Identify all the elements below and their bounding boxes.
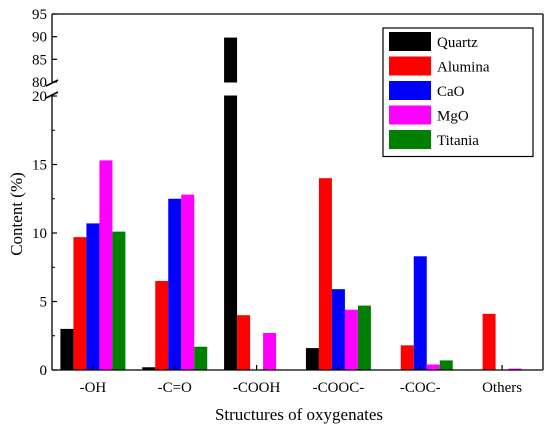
y-tick-label-85: 85 bbox=[32, 52, 47, 68]
bar-alumina-1 bbox=[155, 280, 169, 370]
bar-cao-0 bbox=[86, 223, 100, 370]
bar-alumina-0 bbox=[73, 237, 87, 370]
bar-mgo-3 bbox=[344, 309, 358, 370]
y-tick-label-80: 80 bbox=[32, 75, 47, 91]
bar-mgo-5 bbox=[508, 368, 522, 370]
break-mark-lower bbox=[45, 91, 59, 99]
bar-titania-0 bbox=[112, 231, 126, 370]
y-tick-label-0: 0 bbox=[40, 363, 48, 379]
bars-layer bbox=[60, 37, 522, 370]
y-tick-label-15: 15 bbox=[32, 158, 47, 174]
category-label-3: -COOC- bbox=[313, 380, 365, 396]
category-labels: -OH -C=O -COOH -COOC- -COC- Others bbox=[80, 365, 522, 396]
bar-mgo-2 bbox=[263, 333, 277, 370]
legend-label-titania: Titania bbox=[437, 133, 479, 149]
legend-swatch-alumina bbox=[389, 56, 431, 76]
legend-swatch-quartz bbox=[389, 32, 431, 51]
y-tick-label-10: 10 bbox=[32, 226, 47, 242]
legend-swatch-cao bbox=[389, 81, 431, 100]
category-label-2: -COOH bbox=[233, 380, 281, 396]
y-tick-label-95: 95 bbox=[32, 7, 47, 23]
bar-titania-1 bbox=[194, 346, 208, 370]
legend-label-mgo: MgO bbox=[437, 109, 469, 125]
category-label-1: -C=O bbox=[158, 380, 192, 396]
bar-cao-1 bbox=[168, 198, 182, 370]
bar-mgo-4 bbox=[426, 364, 440, 370]
bar-quartz-3 bbox=[305, 348, 319, 370]
bar-quartz-0 bbox=[60, 328, 74, 370]
bar-cao-4 bbox=[413, 256, 427, 370]
legend: Quartz Alumina CaO MgO Titania bbox=[382, 27, 534, 158]
x-axis-label: Structures of oxygenates bbox=[215, 405, 383, 424]
y-tick-label-90: 90 bbox=[32, 30, 47, 46]
bar-titania-3 bbox=[357, 305, 371, 370]
category-label-5: Others bbox=[482, 380, 522, 396]
legend-label-quartz: Quartz bbox=[437, 35, 478, 51]
bar-quartz-1 bbox=[142, 367, 156, 370]
y-tick-label-5: 5 bbox=[40, 295, 48, 311]
bar-cao-3 bbox=[331, 289, 345, 370]
bar-mgo-1 bbox=[181, 194, 195, 370]
category-label-0: -OH bbox=[80, 380, 107, 396]
category-label-4: -COC- bbox=[400, 380, 441, 396]
bar-alumina-5 bbox=[482, 313, 496, 370]
legend-swatch-titania bbox=[389, 130, 431, 149]
legend-swatch-mgo bbox=[389, 105, 431, 125]
bar-titania-4 bbox=[439, 360, 453, 370]
break-mark-upper bbox=[45, 79, 59, 87]
legend-label-cao: CaO bbox=[437, 84, 465, 100]
bar-alumina-3 bbox=[318, 178, 332, 370]
bar-alumina-4 bbox=[400, 345, 414, 370]
bar-quartz-2 bbox=[224, 37, 238, 370]
bar-alumina-2 bbox=[237, 315, 251, 370]
bar-mgo-0 bbox=[99, 160, 113, 370]
legend-label-alumina: Alumina bbox=[437, 60, 490, 76]
y-axis-label: Content (%) bbox=[7, 172, 26, 256]
y-tick-label-20: 20 bbox=[32, 89, 47, 105]
